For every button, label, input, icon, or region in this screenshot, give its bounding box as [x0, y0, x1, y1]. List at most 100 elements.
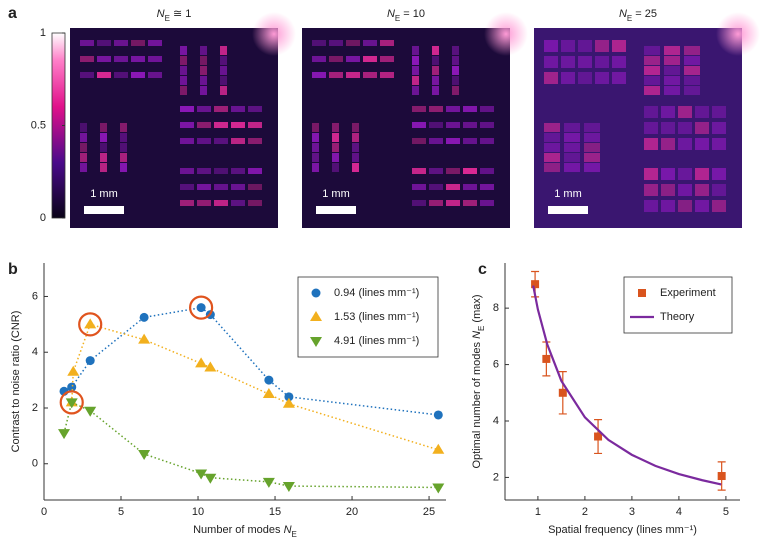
image-stripe	[644, 76, 660, 85]
y-axis-label: Contrast to noise ratio (CNR)	[10, 311, 22, 453]
series	[65, 318, 445, 454]
colorbar-tick-label: 0.5	[31, 119, 46, 131]
image-stripe	[329, 72, 343, 78]
image-stripe	[412, 106, 426, 112]
x-tick-label: 20	[346, 506, 358, 518]
image-title-part: N	[157, 8, 165, 20]
image-stripe	[664, 76, 680, 85]
series-line	[63, 306, 439, 416]
image-stripe	[180, 138, 194, 144]
image-stripe	[380, 72, 394, 78]
image-stripe	[114, 72, 128, 78]
marker	[638, 289, 646, 297]
image-stripe	[120, 123, 127, 132]
marker	[310, 337, 322, 347]
image-stripe	[346, 56, 360, 62]
image-stripe	[248, 168, 262, 174]
image-title-part: E	[627, 14, 632, 23]
y-axis-label-part: Contrast to noise ratio (CNR)	[10, 311, 22, 453]
highlight-circle	[189, 295, 214, 320]
image-stripe	[446, 200, 460, 206]
image-stripe	[578, 72, 592, 84]
image-stripe	[97, 56, 111, 62]
image-stripe	[120, 153, 127, 162]
marker	[84, 318, 97, 329]
image-stripe	[564, 153, 580, 162]
image-stripe	[197, 184, 211, 190]
image-stripe	[584, 153, 600, 162]
image-stripe	[197, 122, 211, 128]
image-stripe	[332, 133, 339, 142]
image-stripe	[220, 86, 227, 95]
image-stripe	[578, 40, 592, 52]
image-title: NE = 25	[619, 8, 657, 23]
image-stripe	[231, 122, 245, 128]
series-line	[532, 285, 722, 486]
image-stripe	[661, 106, 675, 118]
legend-box	[297, 276, 439, 358]
image-stripe	[80, 153, 87, 162]
image-stripe	[352, 143, 359, 152]
image-stripe	[463, 184, 477, 190]
image-stripe	[248, 122, 262, 128]
image-stripe	[412, 200, 426, 206]
image-stripe	[644, 56, 660, 65]
image-stripe	[452, 66, 459, 75]
image-stripe	[412, 86, 419, 95]
image-stripe	[97, 40, 111, 46]
image-stripe	[612, 72, 626, 84]
image-stripe	[695, 168, 709, 180]
image-stripe	[695, 122, 709, 134]
image-stripe	[100, 133, 107, 142]
image-stripe	[429, 184, 443, 190]
image-stripe	[248, 200, 262, 206]
image-stripe	[100, 123, 107, 132]
image-stripe	[231, 138, 245, 144]
image-stripe	[180, 66, 187, 75]
y-axis-label: Optimal number of modes NE (max)	[471, 294, 486, 468]
image-stripe	[684, 86, 700, 95]
x-axis-label-part: N	[284, 524, 292, 536]
image-stripe	[248, 106, 262, 112]
y-tick-label: 2	[493, 471, 499, 483]
image-stripe	[100, 163, 107, 172]
x-tick-label: 5	[723, 506, 729, 518]
image-stripe	[644, 138, 658, 150]
image-glow	[252, 12, 296, 56]
image-stripe	[564, 143, 580, 152]
image-stripe	[412, 46, 419, 55]
image-stripe	[200, 76, 207, 85]
y-tick-label: 0	[32, 458, 38, 470]
image-title: NE = 10	[387, 8, 425, 23]
image-stripe	[544, 163, 560, 172]
image-stripe	[544, 133, 560, 142]
image-title-part: = 10	[400, 8, 425, 20]
series	[532, 285, 722, 486]
scale-bar	[84, 206, 124, 214]
image-stripe	[131, 56, 145, 62]
image-stripe	[463, 122, 477, 128]
image-stripe	[429, 122, 443, 128]
image-panel: 1 mm	[302, 12, 528, 228]
marker	[310, 311, 322, 321]
image-stripe	[332, 153, 339, 162]
image-stripe	[332, 123, 339, 132]
image-stripe	[463, 106, 477, 112]
y-axis-label-part: E	[477, 326, 486, 331]
image-stripe	[363, 72, 377, 78]
marker	[139, 312, 149, 322]
highlight-circle	[59, 390, 84, 415]
image-stripe	[214, 138, 228, 144]
marker	[311, 288, 321, 298]
y-tick-label: 6	[493, 358, 499, 370]
image-stripe	[429, 200, 443, 206]
marker	[594, 432, 603, 441]
image-stripe	[712, 138, 726, 150]
image-title-part: E	[165, 14, 170, 23]
image-title-part: N	[619, 8, 627, 20]
image-stripe	[380, 56, 394, 62]
image-stripe	[312, 40, 326, 46]
image-stripe	[131, 40, 145, 46]
x-axis-label-part: Number of modes	[193, 524, 283, 536]
image-stripe	[332, 163, 339, 172]
